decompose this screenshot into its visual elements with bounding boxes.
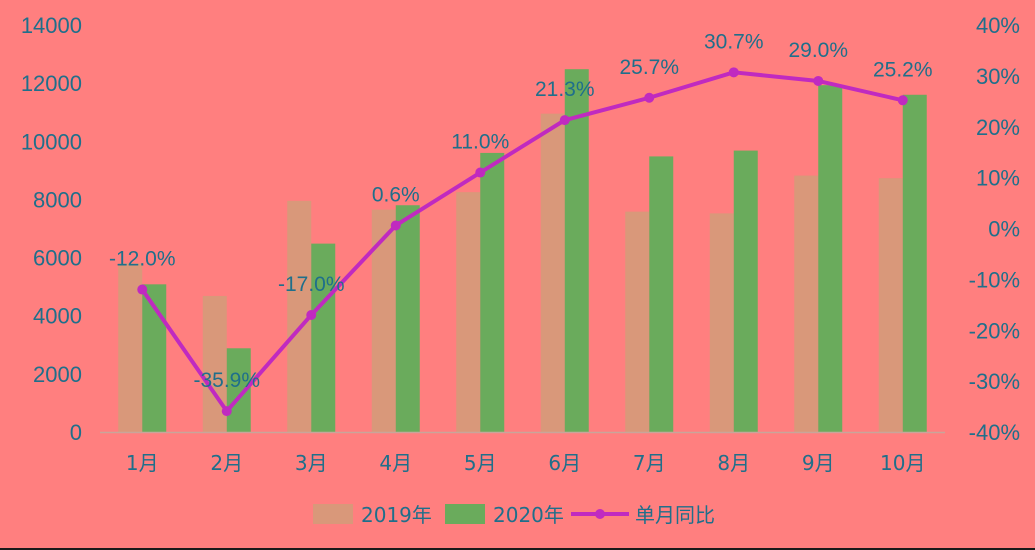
legend-swatch bbox=[445, 504, 485, 524]
bar bbox=[371, 209, 396, 432]
left-y-tick-label: 4000 bbox=[33, 304, 82, 329]
x-tick-label: 1月 bbox=[126, 451, 159, 475]
x-tick-label: 7月 bbox=[633, 451, 666, 475]
x-tick-label: 5月 bbox=[464, 451, 497, 475]
bar bbox=[649, 156, 674, 432]
bar bbox=[480, 152, 505, 432]
data-labels-group: -12.0% -35.9% -17.0% 0.6% 11.0% 21.3% 25.7% 30.… bbox=[109, 30, 933, 392]
line-series-group bbox=[137, 67, 908, 417]
bar bbox=[625, 211, 650, 432]
x-tick-label: 4月 bbox=[379, 451, 412, 475]
legend-label: 2020年 bbox=[493, 503, 564, 527]
right-y-tick-label: 0% bbox=[988, 217, 1020, 242]
left-y-tick-label: 12000 bbox=[21, 71, 82, 96]
left-y-axis: 0 2000 4000 6000 8000 10000 12000 14000 bbox=[21, 13, 82, 445]
right-y-tick-label: 20% bbox=[976, 115, 1020, 140]
x-tick-label: 10月 bbox=[880, 451, 925, 475]
line-series-path bbox=[140, 70, 904, 414]
x-tick-label: 2月 bbox=[210, 451, 243, 475]
left-y-tick-label: 6000 bbox=[33, 246, 82, 271]
bar bbox=[733, 150, 758, 433]
left-y-tick-label: 14000 bbox=[21, 13, 82, 38]
legend-line-marker bbox=[595, 509, 605, 519]
legend: 2019年 2020年 单月同比 bbox=[313, 503, 715, 527]
data-label: -12.0% bbox=[109, 248, 176, 271]
right-y-tick-label: -10% bbox=[969, 267, 1020, 292]
x-axis: 1月 2月 3月 4月 5月 6月 7月 8月 9月 10月 bbox=[126, 451, 926, 475]
x-tick-label: 6月 bbox=[548, 451, 581, 475]
line-point bbox=[475, 167, 486, 178]
line-point bbox=[559, 115, 570, 126]
left-y-tick-label: 10000 bbox=[21, 129, 82, 154]
bar bbox=[818, 85, 843, 432]
right-y-tick-label: 10% bbox=[976, 166, 1020, 191]
left-y-tick-label: 8000 bbox=[33, 187, 82, 212]
line-point bbox=[306, 309, 317, 320]
left-y-tick-label: 0 bbox=[70, 420, 82, 445]
line-point bbox=[137, 284, 148, 295]
data-label: -17.0% bbox=[278, 273, 345, 296]
data-label: -35.9% bbox=[193, 369, 260, 392]
x-tick-label: 3月 bbox=[295, 451, 328, 475]
data-label: 25.2% bbox=[873, 58, 933, 81]
data-label: 21.3% bbox=[535, 78, 595, 101]
right-y-tick-label: 30% bbox=[976, 64, 1020, 89]
line-point bbox=[897, 95, 908, 106]
bar-series-0 bbox=[118, 113, 903, 433]
x-tick-label: 8月 bbox=[717, 451, 750, 475]
right-y-axis: -40% -30% -20% -10% 0% 10% 20% 30% 40% bbox=[969, 13, 1020, 445]
line-point bbox=[221, 406, 232, 417]
bar-series-1 bbox=[142, 69, 927, 433]
bar bbox=[456, 192, 481, 432]
right-y-tick-label: 40% bbox=[976, 13, 1020, 38]
bar bbox=[395, 205, 420, 432]
bar bbox=[311, 243, 336, 432]
line-point bbox=[390, 220, 401, 231]
bar-series-group bbox=[118, 69, 927, 433]
legend-label: 单月同比 bbox=[635, 503, 715, 527]
data-label: 0.6% bbox=[372, 183, 420, 206]
line-point bbox=[728, 67, 739, 78]
data-label: 11.0% bbox=[451, 131, 509, 154]
data-label: 29.0% bbox=[788, 39, 848, 62]
x-tick-label: 9月 bbox=[802, 451, 835, 475]
data-label: 25.7% bbox=[619, 56, 679, 79]
legend-swatch bbox=[313, 504, 353, 524]
data-label: 30.7% bbox=[704, 30, 764, 53]
bar bbox=[564, 69, 589, 432]
bar bbox=[709, 213, 734, 432]
bar bbox=[878, 178, 903, 432]
bar bbox=[902, 94, 927, 433]
right-y-tick-label: -40% bbox=[969, 420, 1020, 445]
line-point bbox=[813, 75, 824, 86]
right-y-tick-label: -30% bbox=[969, 369, 1020, 394]
right-y-tick-label: -20% bbox=[969, 318, 1020, 343]
bar bbox=[540, 113, 565, 433]
left-y-tick-label: 2000 bbox=[33, 362, 82, 387]
bar bbox=[794, 175, 819, 432]
legend-label: 2019年 bbox=[361, 503, 432, 527]
line-point bbox=[644, 92, 655, 103]
